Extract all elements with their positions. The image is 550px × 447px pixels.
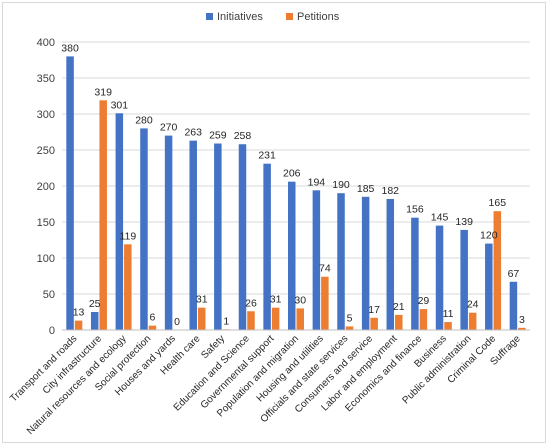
data-label-petitions: 74 (319, 263, 331, 275)
bar-petitions (247, 311, 255, 330)
data-label-initiatives: 182 (382, 185, 400, 197)
data-label-petitions: 24 (467, 299, 479, 311)
bar-initiatives (485, 243, 493, 330)
data-label-petitions: 13 (73, 307, 85, 319)
data-label-initiatives: 185 (357, 183, 375, 195)
data-label-petitions: 26 (245, 297, 257, 309)
data-label-initiatives: 139 (455, 216, 473, 228)
y-tick-label: 0 (49, 325, 55, 337)
legend-label-petitions: Petitions (297, 11, 340, 23)
bar-petitions (124, 244, 132, 330)
bar-initiatives (386, 198, 395, 330)
bars (66, 56, 526, 331)
bar-initiatives (263, 163, 271, 330)
legend: Initiatives Petitions (206, 11, 340, 23)
data-label-petitions: 31 (196, 294, 208, 306)
data-label-initiatives: 120 (480, 230, 498, 242)
legend-label-initiatives: Initiatives (217, 11, 263, 23)
bar-initiatives (214, 143, 222, 330)
y-tick-label: 150 (37, 217, 55, 229)
bar-initiatives (361, 196, 370, 330)
data-label-initiatives: 67 (508, 268, 520, 280)
data-label-initiatives: 259 (209, 130, 227, 142)
data-label-petitions: 31 (270, 294, 282, 306)
bar-initiatives (509, 281, 518, 330)
y-tick-label: 50 (43, 289, 55, 301)
bar-petitions (321, 276, 329, 330)
bar-petitions (148, 325, 157, 330)
y-axis: 0 50 100 150 200 250 300 350 400 (37, 37, 55, 337)
data-label-initiatives: 258 (234, 130, 252, 142)
bar-petitions (419, 309, 428, 330)
data-label-initiatives: 194 (308, 176, 326, 188)
y-tick-label: 100 (37, 253, 55, 265)
bar-initiatives (288, 181, 296, 330)
bar-initiatives (312, 190, 321, 330)
bar-petitions (74, 320, 83, 330)
data-label-initiatives: 263 (184, 127, 202, 139)
data-label-petitions: 319 (94, 86, 112, 98)
bar-petitions (296, 308, 304, 330)
bar-initiatives (164, 135, 173, 330)
data-label-initiatives: 301 (111, 99, 129, 111)
data-label-petitions: 3 (519, 314, 525, 326)
bar-petitions (444, 322, 452, 330)
data-label-initiatives: 280 (135, 114, 153, 126)
y-tick-label: 200 (37, 181, 55, 193)
data-label-initiatives: 25 (89, 298, 101, 310)
data-label-petitions: 11 (443, 308, 454, 320)
bar-initiatives (337, 193, 345, 330)
data-label-petitions: 119 (119, 230, 136, 242)
y-tick-label: 350 (37, 73, 55, 85)
data-label-petitions: 6 (150, 312, 156, 324)
gridlines (62, 41, 530, 331)
y-tick-label: 300 (37, 109, 55, 121)
bar-initiatives (460, 229, 468, 330)
bar-petitions (518, 327, 526, 330)
bar-initiatives (90, 312, 99, 330)
data-label-initiatives: 231 (258, 150, 276, 162)
data-label-initiatives: 206 (283, 168, 301, 180)
data-label-petitions: 29 (418, 295, 430, 307)
data-label-initiatives: 270 (160, 122, 178, 134)
data-label-initiatives: 190 (332, 179, 350, 191)
bar-petitions (468, 312, 477, 330)
data-label-petitions: 21 (393, 301, 405, 313)
data-label-petitions: 0 (174, 316, 180, 328)
bar-petitions (345, 326, 354, 330)
bar-initiatives (66, 56, 74, 331)
data-label-petitions: 1 (223, 315, 229, 327)
legend-swatch-petitions (286, 13, 293, 20)
legend-swatch-initiatives (206, 13, 213, 20)
y-tick-label: 400 (37, 37, 55, 49)
bar-petitions (197, 307, 206, 330)
data-label-initiatives: 380 (61, 42, 79, 54)
bar-initiatives (189, 140, 197, 330)
data-label-petitions: 30 (294, 294, 306, 306)
bar-initiatives (411, 217, 419, 330)
bar-petitions (370, 317, 378, 330)
bar-initiatives (140, 128, 148, 330)
data-label-petitions: 17 (368, 304, 380, 316)
data-label-petitions: 165 (489, 197, 507, 209)
bar-petitions (99, 100, 107, 330)
data-label-petitions: 5 (347, 312, 353, 324)
data-label-initiatives: 156 (406, 204, 424, 216)
bar-initiatives (238, 144, 247, 330)
bar-petitions (271, 307, 280, 330)
data-label-initiatives: 145 (431, 212, 449, 224)
bar-petitions (395, 314, 403, 330)
bar-initiatives (435, 225, 444, 330)
bar-petitions (493, 211, 502, 330)
x-category-label: Natural resources and ecology (25, 333, 129, 437)
y-tick-label: 250 (37, 145, 55, 157)
bar-initiatives (115, 113, 124, 330)
